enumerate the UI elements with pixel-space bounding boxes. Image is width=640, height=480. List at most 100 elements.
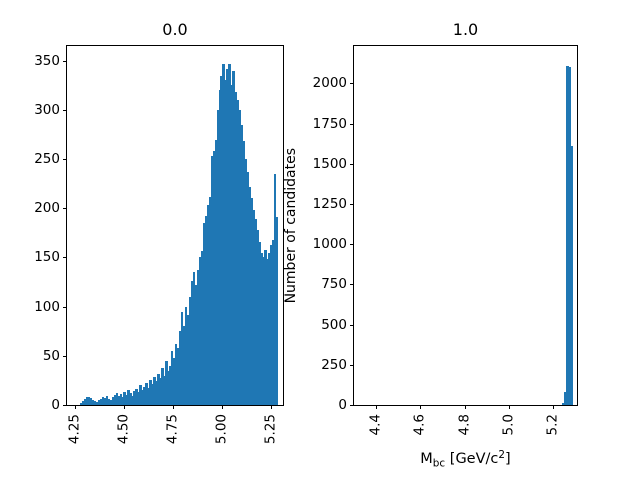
histogram-bar (202, 223, 206, 405)
histogram-bar (268, 252, 271, 405)
y-tick-label: 1750 (312, 115, 347, 132)
y-tick-label: 100 (34, 298, 60, 315)
histogram-bar (149, 380, 152, 405)
y-tick-label: 150 (34, 249, 60, 266)
histogram-bar (566, 65, 569, 405)
histogram-bar (87, 397, 91, 405)
x-tick-mark (376, 405, 378, 409)
histogram-bar (260, 252, 263, 405)
histogram-bar (117, 396, 121, 405)
histogram-bar (111, 397, 115, 405)
x-tick-mark (552, 405, 554, 409)
y-tick-label: 350 (34, 52, 60, 69)
histogram-bar (131, 396, 134, 405)
y-axis-label-wrap: Number of candidates (283, 45, 299, 406)
histogram-bar (153, 377, 156, 405)
histogram-bar (103, 398, 107, 405)
y-tick-label: 750 (321, 276, 347, 293)
histogram-bar (178, 331, 182, 405)
y-axis-label: Number of candidates (283, 147, 299, 304)
histogram-bar (161, 367, 164, 405)
x-tick-label: 4.25 (66, 414, 83, 445)
histogram-bar (206, 205, 210, 405)
histogram-bar (101, 397, 105, 405)
histogram-bar (218, 90, 221, 405)
histogram-bar (105, 396, 109, 405)
histogram-bar (269, 244, 273, 405)
y-tick-label: 1500 (312, 155, 347, 172)
y-tick-mark (63, 208, 67, 210)
histogram-bar (188, 296, 192, 405)
histogram-bar (139, 385, 142, 405)
histogram-bar (200, 250, 204, 405)
histogram-bar (204, 216, 208, 405)
y-tick-mark (63, 109, 67, 111)
x-axis-label-close-bracket: ] (505, 451, 511, 468)
histogram-bar (568, 67, 572, 405)
histogram-bar (79, 403, 83, 405)
y-tick-mark (350, 244, 354, 246)
y-tick-mark (350, 204, 354, 206)
histogram-bar (121, 397, 124, 405)
histogram-bar (214, 140, 218, 405)
subplot-right-axes: 4.4 4.6 4.8 5.0 5.2 0 250 500 750 1000 1250 1500 175… (313, 45, 578, 435)
histogram-bar (143, 387, 146, 405)
histogram-bar (89, 398, 93, 405)
histogram-bar (222, 63, 225, 405)
y-tick-mark (350, 324, 354, 326)
x-axis-label-units: [GeV/c (445, 451, 499, 468)
histogram-bar (275, 217, 279, 405)
y-tick-mark (63, 159, 67, 161)
subplot-left-axes: 4.25 4.50 4.75 5.00 5.25 0 50 100 150 200 250 300 35… (34, 45, 284, 444)
histogram-bar (236, 100, 239, 405)
x-tick-label: 4.50 (115, 414, 132, 445)
histogram-bar (220, 75, 223, 405)
histogram-bar (192, 272, 196, 405)
x-tick-label: 4.4 (367, 414, 384, 436)
x-tick-label: 4.6 (411, 414, 428, 436)
histogram-bar (119, 394, 122, 405)
histogram-bar (180, 311, 184, 405)
histogram-bar (171, 350, 174, 405)
histogram-bar (165, 360, 168, 405)
y-tick-mark (350, 123, 354, 125)
histogram-bar (172, 357, 176, 405)
histogram-bar (159, 378, 162, 405)
x-axis-label-superscript: 2 (498, 449, 506, 461)
histogram-bar (240, 124, 243, 405)
histogram-bar (562, 402, 565, 405)
histogram-bar (155, 381, 158, 405)
histogram-bar (157, 373, 160, 405)
x-tick-label: 5.0 (500, 414, 517, 436)
y-tick-label: 300 (34, 101, 60, 118)
x-tick-mark (464, 405, 466, 409)
histogram-bar (99, 399, 103, 405)
y-tick-label: 1250 (312, 196, 347, 213)
histogram-bar (254, 219, 257, 405)
histogram-bar (242, 141, 245, 405)
histogram-bar (228, 63, 231, 405)
histogram-bar (246, 171, 249, 405)
x-axis-label: Mbc [GeV/c2] (353, 449, 578, 469)
y-tick-mark (350, 405, 354, 406)
x-tick-mark (75, 405, 77, 409)
histogram-bar (133, 391, 136, 405)
histogram-bar (83, 399, 87, 405)
histogram-bar (190, 281, 194, 405)
histogram-bar (238, 109, 241, 405)
y-tick-mark (63, 355, 67, 357)
histogram-bar (196, 270, 200, 405)
histogram-bar (169, 365, 172, 405)
subplot-right-title: 1.0 (452, 20, 479, 39)
histogram-bar (129, 393, 132, 405)
subplot-left-title: 0.0 (162, 20, 188, 39)
x-axis-label-symbol: M (420, 451, 433, 468)
histogram-bar (230, 85, 233, 405)
histogram-bar (113, 395, 117, 405)
histogram-bar (570, 146, 574, 405)
histogram-bar (95, 402, 99, 405)
y-tick-label: 200 (34, 200, 60, 217)
x-tick-mark (222, 405, 224, 409)
histogram-bar (123, 392, 126, 405)
